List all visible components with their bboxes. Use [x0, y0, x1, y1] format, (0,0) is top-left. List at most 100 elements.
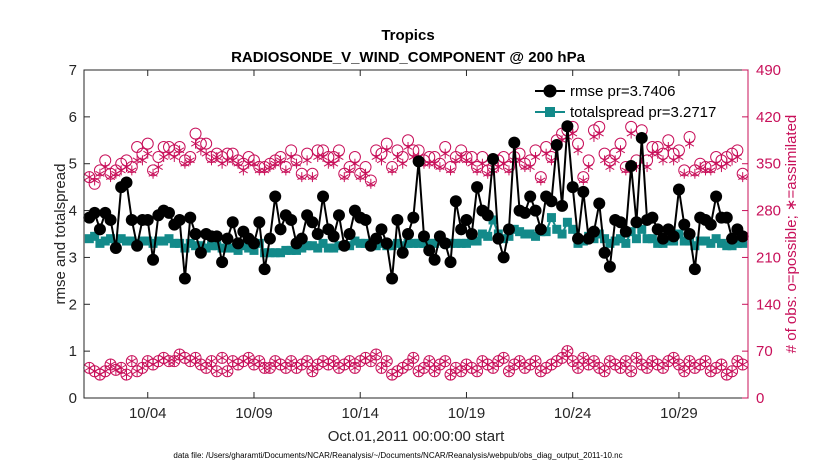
rmse-point — [518, 206, 531, 219]
obs-assimilated-stroke — [440, 358, 450, 365]
obs-assimilated-stroke — [557, 354, 567, 361]
obs-assimilated-stroke — [291, 160, 302, 167]
totalspread-point — [281, 245, 291, 255]
obs-assimilated-marker — [307, 172, 317, 183]
totalspread-point — [456, 238, 466, 248]
obs-assimilated-stroke — [281, 167, 291, 174]
obs-assimilated-stroke — [451, 157, 461, 164]
obs-assimilated-marker — [302, 155, 312, 166]
obs-assimilated-stroke — [690, 170, 700, 177]
y-axis-right-label: # of obs: o=possible; ∗=assimilated — [783, 115, 800, 354]
rmse-point — [587, 225, 600, 238]
rmse-point — [502, 223, 515, 236]
obs-assimilated-marker — [143, 148, 153, 159]
obs-possible-marker — [497, 351, 510, 364]
rmse-point — [572, 232, 585, 245]
rmse-point — [736, 230, 749, 243]
obs-possible-marker — [726, 365, 739, 378]
obs-assimilated-stroke — [472, 167, 482, 174]
obs-count-layer — [83, 120, 749, 381]
obs-assimilated-stroke — [201, 150, 211, 157]
rmse-point — [603, 260, 616, 273]
totalspread-point — [106, 234, 116, 244]
obs-assimilated-marker — [605, 162, 615, 173]
chart-title: Tropics — [381, 27, 434, 44]
obs-assimilated-stroke — [706, 167, 716, 174]
totalspread-point — [637, 224, 647, 234]
rmse-point — [332, 209, 345, 222]
obs-assimilated-stroke — [530, 154, 541, 160]
rmse-point — [263, 232, 276, 245]
x-axis-label: Oct.01,2011 00:00:00 start — [328, 428, 505, 445]
obs-assimilated-stroke — [424, 358, 434, 365]
rmse-point — [534, 223, 547, 236]
totalspread-point — [302, 241, 312, 251]
obs-assimilated-marker — [610, 155, 620, 166]
totalspread-point — [419, 238, 429, 248]
y-tick-label: 5 — [69, 156, 77, 173]
totalspread-point — [488, 215, 498, 225]
obs-assimilated-stroke — [621, 167, 631, 174]
obs-assimilated-marker — [738, 172, 748, 183]
obs-assimilated-stroke — [435, 164, 445, 170]
obs-assimilated-stroke — [105, 361, 116, 368]
obs-assimilated-stroke — [334, 154, 344, 160]
totalspread-point — [600, 234, 610, 244]
totalspread-point — [451, 238, 461, 248]
obs-possible-marker — [423, 355, 436, 368]
totalspread-point — [350, 236, 360, 246]
obs-assimilated-marker — [530, 152, 541, 163]
obs-assimilated-stroke — [493, 164, 503, 170]
totalspread-point — [414, 238, 424, 248]
obs-assimilated-marker — [121, 369, 132, 380]
obs-assimilated-marker — [472, 366, 482, 377]
x-axis: 10/04 10/09 10/14 10/19 10/24 10/29 — [129, 70, 698, 422]
rmse-point — [194, 246, 207, 259]
obs-assimilated-marker — [573, 362, 583, 373]
y-tick-label: 6 — [69, 109, 77, 126]
totalspread-point — [461, 238, 471, 248]
totalspread-point — [307, 241, 317, 251]
y-right-tick-label: 280 — [756, 203, 781, 220]
rmse-point — [147, 253, 160, 266]
y-right-tick-label: 70 — [756, 343, 773, 360]
obs-assimilated-marker — [185, 155, 195, 166]
totalspread-point — [520, 229, 530, 239]
obs-assimilated-stroke — [249, 160, 259, 167]
legend: rmse pr=3.7406 totalspread pr=3.2717 — [535, 83, 716, 121]
obs-assimilated-stroke — [159, 154, 169, 160]
obs-assimilated-marker — [382, 145, 392, 156]
obs-assimilated-marker — [424, 356, 434, 367]
rmse-point — [253, 216, 266, 229]
obs-assimilated-stroke — [589, 134, 599, 140]
rmse-point — [226, 216, 239, 229]
obs-assimilated-stroke — [339, 174, 349, 181]
rmse-point — [726, 232, 739, 245]
obs-possible-marker — [699, 355, 712, 368]
y-tick-label: 7 — [69, 62, 77, 79]
obs-assimilated-marker — [562, 346, 572, 357]
obs-assimilated-marker — [175, 145, 185, 156]
rmse-point — [232, 237, 245, 250]
rmse-point — [428, 253, 441, 266]
totalspread-point — [116, 234, 126, 244]
obs-assimilated-marker — [499, 352, 509, 363]
obs-assimilated-marker — [387, 165, 397, 176]
obs-assimilated-stroke — [584, 164, 594, 170]
rmse-point — [258, 263, 271, 276]
rmse-point — [524, 190, 537, 203]
obs-assimilated-stroke — [382, 147, 392, 154]
data-file-footnote: data file: /Users/gharamti/Documents/NCA… — [173, 451, 622, 460]
obs-assimilated-marker — [626, 366, 636, 377]
totalspread-point — [233, 245, 243, 255]
obs-assimilated-stroke — [153, 164, 163, 170]
obs-possible-marker — [301, 355, 314, 368]
obs-assimilated-stroke — [201, 364, 211, 371]
rmse-point — [274, 223, 287, 236]
obs-assimilated-stroke — [525, 164, 535, 170]
obs-assimilated-stroke — [366, 180, 376, 187]
totalspread-point — [318, 238, 328, 248]
rmse-point — [444, 256, 457, 269]
rmse-point — [529, 204, 542, 217]
rmse-point — [412, 155, 425, 168]
